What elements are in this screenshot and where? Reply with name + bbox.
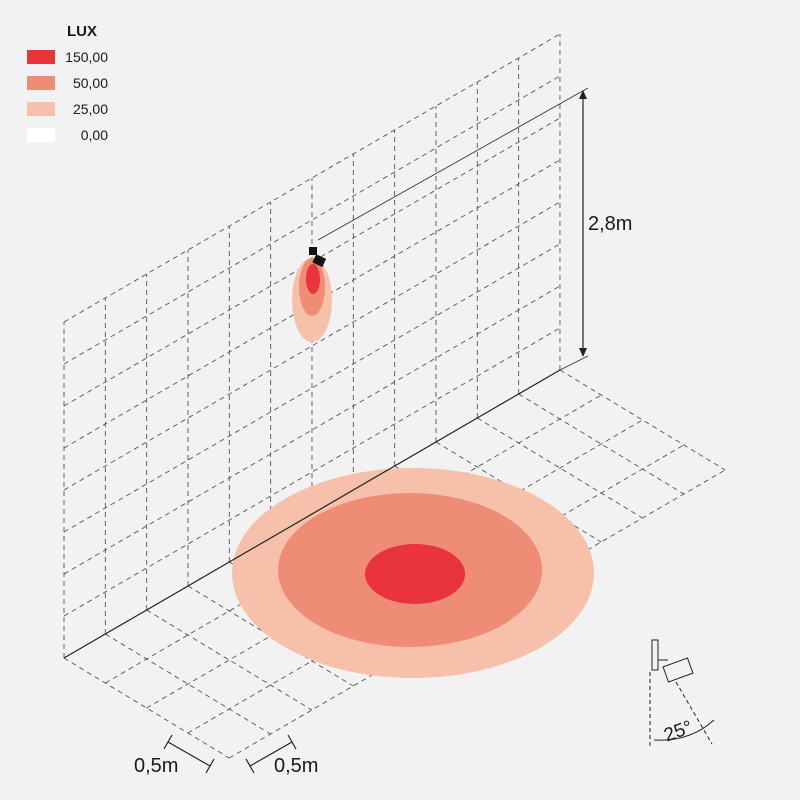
height-base-line xyxy=(559,355,589,371)
floor-grid-line xyxy=(146,419,643,709)
wall-base-line xyxy=(63,369,561,659)
grid-dimensions xyxy=(163,734,297,774)
legend-swatch xyxy=(27,50,55,64)
floor-grid-line xyxy=(187,444,685,734)
wall-pool-inner xyxy=(306,264,320,294)
legend-label: 25,00 xyxy=(73,101,108,117)
floor-grid-line xyxy=(228,469,726,759)
legend-label: 0,00 xyxy=(81,127,108,143)
wall-grid-line xyxy=(63,75,561,365)
grid xyxy=(63,33,726,759)
wall-grid-line xyxy=(63,117,561,407)
legend-label: 150,00 xyxy=(65,49,108,65)
beam-angle-icon xyxy=(649,639,715,748)
wall-grid-line xyxy=(63,201,561,491)
wall-grid-line xyxy=(63,33,561,323)
legend-swatch xyxy=(27,102,55,116)
legend-label: 50,00 xyxy=(73,75,108,91)
legend-swatch xyxy=(27,128,55,142)
wall-grid-line xyxy=(63,285,561,575)
wall-grid-line xyxy=(63,243,561,533)
floor-grid-line xyxy=(105,394,602,684)
legend-swatch xyxy=(27,76,55,90)
fixture xyxy=(309,247,327,268)
wall-grid-line xyxy=(63,327,561,617)
height-dimension xyxy=(579,90,587,357)
height-label: 2,8m xyxy=(588,213,632,235)
grid-y-label: 0,5m xyxy=(274,755,318,777)
wall-grid-line xyxy=(63,159,561,449)
height-reference-line xyxy=(317,87,589,241)
legend: LUX 150,00 50,00 25,00 0,00 xyxy=(27,23,108,143)
grid-x-label: 0,5m xyxy=(134,755,178,777)
legend-title: LUX xyxy=(67,23,97,40)
floor-pool-inner xyxy=(365,544,465,604)
